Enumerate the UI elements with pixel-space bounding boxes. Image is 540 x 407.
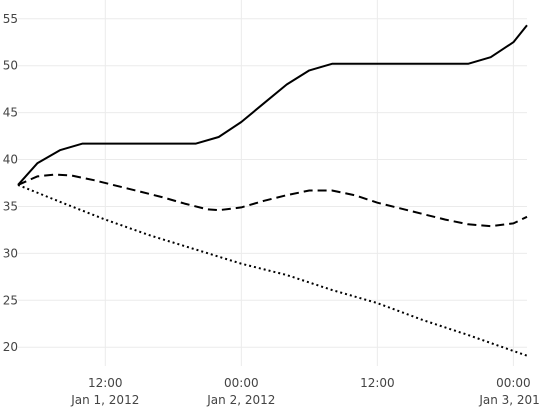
y-tick-label: 40 (3, 153, 18, 167)
x-tick-date-label: Jan 2, 2012 (206, 393, 275, 407)
x-tick-time-label: 12:00 (88, 376, 123, 390)
y-tick-label: 25 (3, 293, 18, 307)
series-line-solid (17, 24, 528, 186)
series-line-dotted (17, 183, 528, 357)
x-tick-time-label: 00:00 (496, 376, 531, 390)
y-tick-label: 35 (3, 199, 18, 213)
x-tick-date-label: Jan 3, 2012 (478, 393, 540, 407)
y-tick-label: 45 (3, 106, 18, 120)
x-tick-time-label: 00:00 (224, 376, 259, 390)
series-line-dashed (17, 173, 528, 228)
series-lines (17, 24, 528, 357)
x-tick-time-label: 12:00 (360, 376, 395, 390)
y-tick-label: 20 (3, 340, 18, 354)
x-tick-date-label: Jan 1, 2012 (70, 393, 139, 407)
gridlines (18, 0, 527, 366)
y-tick-label: 30 (3, 246, 18, 260)
x-axis-ticks: 12:00 Jan 1, 2012 00:00 Jan 2, 2012 12:00 00:… (70, 376, 540, 407)
y-tick-label: 55 (3, 12, 18, 26)
y-axis-ticks: 20 25 30 35 40 45 50 55 (3, 12, 18, 354)
y-tick-label: 50 (3, 59, 18, 73)
